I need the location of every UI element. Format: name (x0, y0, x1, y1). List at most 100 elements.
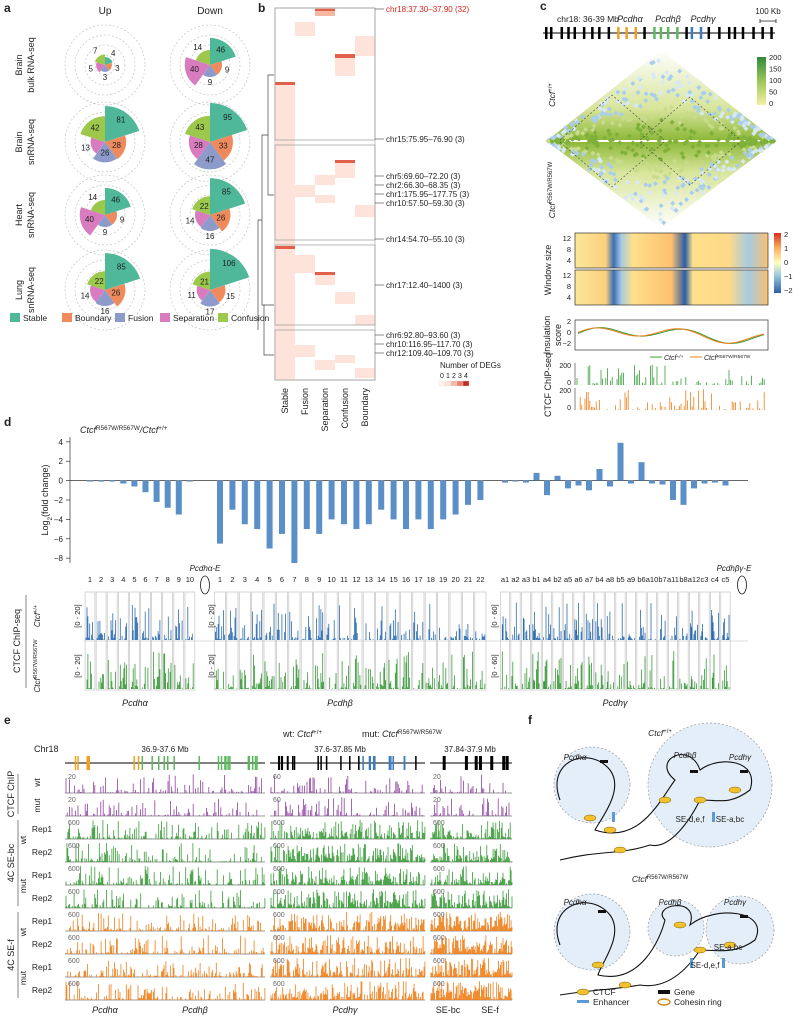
gene-label: b6 (637, 575, 645, 584)
hic-cell (549, 139, 555, 145)
signal-track (669, 616, 677, 640)
heatmap-cell (315, 175, 335, 185)
value-label: 42 (91, 123, 100, 132)
hic-cell (715, 159, 721, 165)
legend-label: Confusion (231, 313, 270, 323)
hic-cell (622, 150, 628, 156)
signal-track (722, 665, 730, 689)
hic-cell (592, 166, 598, 172)
hic-cell (606, 161, 612, 167)
signal-track (141, 666, 149, 689)
hic-cell (700, 190, 706, 196)
signal-track (388, 658, 399, 689)
y-tick-label: 0 (567, 328, 571, 337)
gene-label: 4 (121, 575, 125, 584)
scale-label: 600 (273, 981, 285, 988)
value-label: 9 (120, 216, 125, 225)
hic-cell (633, 102, 639, 108)
rose-sector (100, 65, 110, 72)
signal-track (329, 673, 337, 689)
gene-label: 5 (268, 575, 272, 584)
window-label: 37.84-37.9 Mb (444, 745, 496, 754)
hic-cell (618, 111, 624, 117)
tad-outline (559, 94, 741, 188)
hic-cell (690, 144, 696, 150)
hic-cell (625, 100, 631, 106)
gene-box (372, 756, 375, 770)
signal-track (65, 866, 266, 885)
bar (254, 480, 261, 530)
hic-cell (650, 72, 656, 78)
scale-label: 600 (68, 889, 80, 896)
column-title: Down (197, 6, 223, 17)
colorbar-tick: −2 (784, 286, 793, 295)
gene-box (659, 27, 663, 39)
hic-cell (680, 175, 686, 181)
hic-cell (615, 99, 621, 105)
chromatin (556, 754, 753, 861)
rose-sector (210, 61, 223, 75)
hic-cell (617, 140, 623, 146)
signal-track (388, 609, 399, 640)
rose-sector (210, 103, 248, 142)
value-label: 47 (206, 156, 215, 165)
hic-cell (705, 99, 711, 105)
tad-domain (553, 893, 631, 971)
hic-cell (607, 131, 613, 137)
hic-cell (701, 183, 707, 189)
rose-sector (210, 178, 246, 215)
hic-cell (707, 111, 713, 117)
rose-sector (105, 62, 112, 71)
gene-box (390, 756, 392, 770)
hic-cell (692, 176, 698, 182)
hic-cell (707, 91, 713, 97)
colorbar (774, 233, 781, 293)
heatmap-cell (315, 195, 335, 203)
signal-track (401, 629, 411, 640)
y-tick-label: −4 (54, 515, 64, 524)
rose-sector (105, 211, 117, 225)
signal-track (215, 610, 225, 640)
gene-label: 13 (365, 575, 373, 584)
hic-cell (689, 190, 695, 196)
scale-bar (759, 19, 777, 23)
value-label: 17 (206, 308, 215, 317)
colorbar-tick: 1 (784, 244, 788, 253)
gene-box (550, 27, 553, 39)
text-part: R567W/R567W (398, 729, 442, 736)
gene-label: a9 (627, 575, 635, 584)
text-part: R567W/R567W (33, 639, 39, 679)
hic-cell (637, 103, 643, 109)
legend-tick: 3 (458, 373, 462, 380)
signal-track (543, 606, 551, 640)
hic-cell (699, 166, 705, 172)
hic-cell (668, 73, 674, 79)
hic-cell (713, 175, 719, 181)
y-tick-label: 4 (567, 293, 571, 302)
hic-cell (598, 101, 604, 107)
hic-cell (551, 134, 557, 140)
hic-cell (662, 106, 668, 112)
hic-cell (657, 211, 663, 217)
y-tick-label: 8 (567, 282, 571, 291)
bar (680, 480, 687, 505)
hic-cell (588, 162, 594, 168)
rose-sector (200, 215, 220, 232)
hic-cell (673, 190, 679, 196)
gene-box (415, 756, 417, 770)
hic-cell (584, 145, 590, 151)
gene-box (358, 756, 360, 770)
bar (109, 480, 116, 482)
hic-cell (623, 97, 629, 103)
hic-cell (590, 150, 596, 156)
panel-label: f (528, 713, 533, 727)
group-label: 4C SE-bc (6, 843, 16, 882)
hic-cell (566, 128, 572, 134)
hic-cell (643, 182, 649, 188)
value-label: 7 (93, 47, 98, 56)
signal-track (185, 663, 194, 689)
legend-label: CTCF (593, 987, 616, 997)
scale-label: 600 (68, 866, 80, 873)
text-part: +/+ (313, 729, 322, 736)
hic-cell (688, 128, 694, 134)
